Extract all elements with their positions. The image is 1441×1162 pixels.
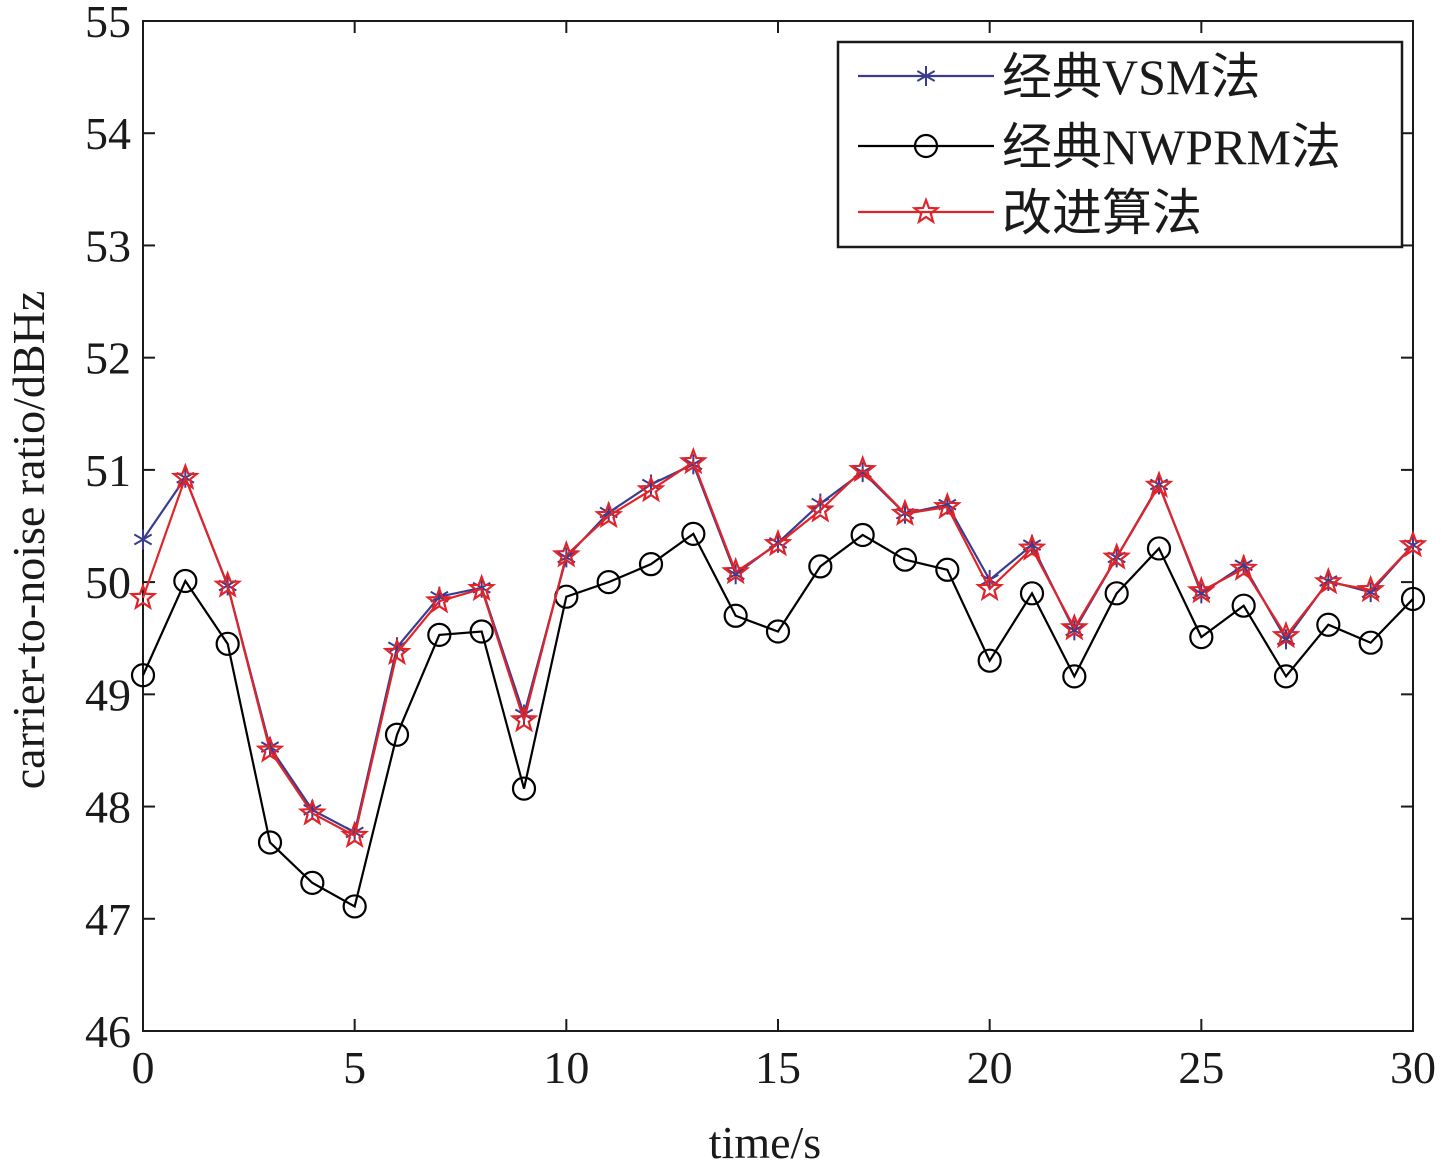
y-tick-label: 55 <box>85 0 131 47</box>
x-tick-label: 25 <box>1178 1042 1224 1093</box>
data-point <box>975 573 1005 602</box>
data-point <box>808 554 833 579</box>
data-point <box>1019 581 1045 606</box>
data-point <box>763 528 793 557</box>
x-tick-label: 15 <box>755 1042 801 1093</box>
data-point <box>467 573 497 602</box>
data-point <box>1186 575 1216 604</box>
y-tick-label: 52 <box>85 333 131 384</box>
data-point <box>1231 593 1256 618</box>
legend-label: 改进算法 <box>1002 185 1202 241</box>
series-line <box>141 460 1414 838</box>
x-tick-label: 5 <box>343 1042 366 1093</box>
y-tick-label: 48 <box>85 782 131 833</box>
axis-ticks: 0 5 10 15 20 25 30 46 47 48 49 50 51 52 53 54 55 <box>85 0 1436 1093</box>
data-point <box>850 522 875 548</box>
data-point <box>1356 574 1386 603</box>
data-point <box>1062 664 1087 689</box>
data-point <box>1316 612 1341 637</box>
data-point <box>255 735 285 763</box>
x-axis-title: time/s <box>709 1117 821 1162</box>
data-point <box>170 462 200 491</box>
data-point <box>213 570 243 598</box>
x-tick-label: 20 <box>967 1042 1013 1093</box>
data-point <box>427 622 452 647</box>
y-tick-label: 51 <box>85 445 131 496</box>
series-3 <box>128 446 1428 849</box>
data-point <box>1273 664 1299 689</box>
data-point <box>1358 630 1383 655</box>
data-point <box>596 570 621 595</box>
legend-marker <box>916 66 936 86</box>
data-point <box>382 637 412 666</box>
data-point <box>551 540 581 568</box>
data-point <box>509 704 539 733</box>
data-point <box>469 619 494 644</box>
y-tick-label: 49 <box>85 669 131 720</box>
y-tick-label: 47 <box>85 894 131 945</box>
series-line <box>141 532 1414 909</box>
data-point <box>1102 542 1132 570</box>
data-point <box>128 582 158 611</box>
data-point <box>215 631 240 656</box>
x-tick-label: 30 <box>1390 1042 1436 1093</box>
data-point <box>721 556 751 585</box>
y-tick-label: 53 <box>85 220 131 271</box>
y-tick-label: 54 <box>85 108 131 159</box>
data-point <box>297 798 327 826</box>
data-point <box>1229 553 1259 581</box>
data-point <box>805 495 835 523</box>
legend-marker <box>911 196 941 225</box>
data-point <box>636 474 666 503</box>
data-point <box>848 454 878 483</box>
data-point <box>133 529 153 550</box>
data-point <box>1017 533 1047 561</box>
data-point <box>300 870 325 895</box>
data-point <box>1144 470 1174 498</box>
y-tick-label: 46 <box>85 1006 131 1057</box>
data-point <box>342 894 367 919</box>
x-tick-label: 0 <box>132 1042 155 1093</box>
data-point <box>130 663 156 688</box>
data-point <box>173 568 198 594</box>
data-point <box>765 619 791 644</box>
data-point <box>511 776 537 801</box>
data-point <box>1059 612 1089 641</box>
data-point <box>638 552 664 577</box>
x-tick-label: 10 <box>543 1042 589 1093</box>
legend-marker <box>913 133 939 159</box>
data-point <box>594 500 624 529</box>
legend-label: 经典VSM法 <box>1002 49 1260 105</box>
data-point <box>340 820 370 849</box>
series-layer <box>128 446 1428 919</box>
data-point <box>932 491 962 520</box>
data-point <box>1189 624 1214 650</box>
series-2 <box>130 521 1426 919</box>
data-point <box>892 547 918 572</box>
data-point <box>681 521 706 546</box>
data-point <box>935 557 960 582</box>
data-point <box>1104 581 1129 606</box>
data-point <box>890 498 920 526</box>
data-point <box>977 648 1002 673</box>
legend-label: 经典NWPRM法 <box>1002 119 1341 175</box>
data-point <box>1400 586 1426 612</box>
data-point <box>723 603 748 628</box>
data-point <box>1146 536 1172 561</box>
data-point <box>1398 529 1428 558</box>
data-point <box>1313 566 1343 595</box>
data-point <box>678 446 708 475</box>
data-point <box>384 722 410 747</box>
y-tick-label: 50 <box>85 557 131 608</box>
data-point <box>257 830 283 855</box>
data-point <box>424 586 454 614</box>
y-axis-title: carrier-to-noise ratio/dBHz <box>3 291 54 789</box>
data-point <box>1271 620 1301 649</box>
